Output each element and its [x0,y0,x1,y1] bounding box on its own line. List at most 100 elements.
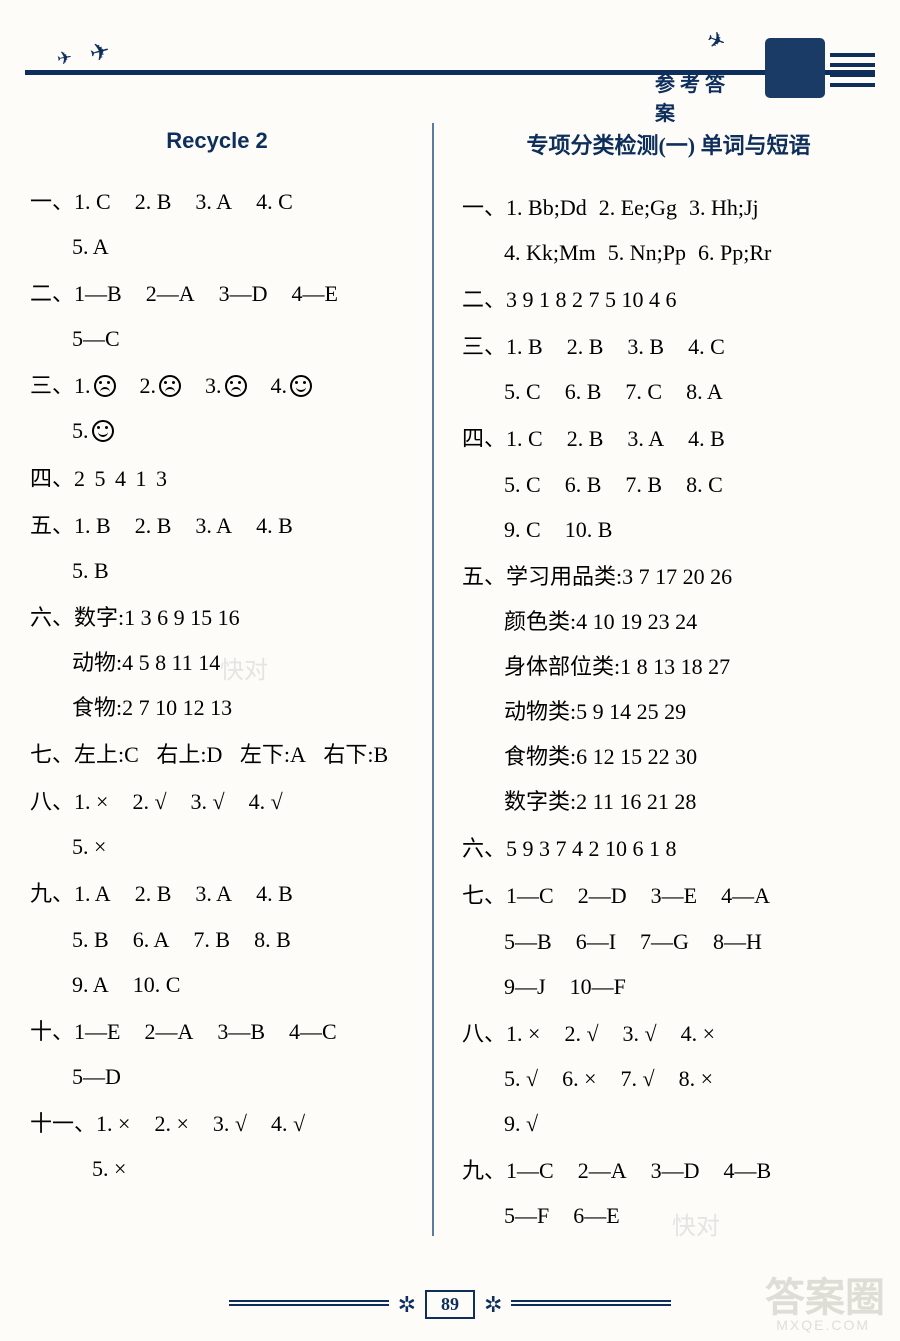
answer-item: 5. C [504,462,541,507]
answer-item: 8. A [686,369,723,414]
answer-item: 6. B [565,369,602,414]
answer-item: 2 5 4 1 3 [74,466,169,491]
answer-group: 十一、1. ×2. ×3. √4. √ 5. × [30,1101,404,1191]
answer-line: 动物类:5 9 14 25 29 [462,689,875,734]
smile-icon [92,420,114,442]
smile-icon [290,375,312,397]
pos-label: 左下: [240,742,290,767]
page: ✈ ✈ ✈ 参考答案 Recycle 2 一、1. C2. B3. A4. C … [0,0,900,1341]
answer-item: 3. A [627,416,664,461]
answer-item: 4. C [688,324,725,369]
answer-item: 2. √ [564,1011,598,1056]
answer-line: 5. √6. ×7. √8. × [462,1056,875,1101]
question-label: 五、 [30,503,74,548]
answer-item: 7. B [193,917,230,962]
answer-item: 2. Ee;Gg [599,185,677,230]
answer-item: 6. × [562,1056,596,1101]
text: 4. [271,373,288,398]
category-label: 食物: [72,695,122,720]
question-label: 六、 [30,595,74,640]
answer-item: 2. √ [132,779,166,824]
frown-icon [159,375,181,397]
answer-item: 4. B [688,416,725,461]
answer-line: 5—B6—I7—G8—H [462,919,875,964]
answer-item: 10. C [133,962,181,1007]
question-label: 九、 [462,1148,506,1193]
answer-item: 5. × [72,824,106,869]
question-label: 二、 [30,271,74,316]
answer-item: 1 3 6 9 15 16 [124,605,240,630]
answer-item: 10—F [570,964,626,1009]
answer-line: 5—C [30,316,404,361]
question-label: 五、 [462,554,506,599]
answer-line: 5—F 6—E [462,1193,875,1238]
answer-item: 2. B [567,324,604,369]
answer-line: 十一、1. ×2. ×3. √4. √ [30,1101,404,1146]
answer-item: 2 11 16 21 28 [576,789,696,814]
answer-line: 5. [30,408,404,453]
answer-item: 5—F [504,1193,549,1238]
answer-group: 六、5 9 3 7 4 2 10 6 1 8 [462,826,875,871]
footer-line [229,1298,389,1312]
answer-item: 3. A [195,503,232,548]
answer-item: 6—E [573,1193,619,1238]
footer-line [511,1298,671,1312]
answer-item: 3. [205,363,247,408]
answer-item: 1 8 13 18 27 [620,654,730,679]
answer-item: 1—C [506,1148,554,1193]
answer-item: 4. B [256,871,293,916]
answer-line: 5. B6. A7. B8. B [30,917,404,962]
answer-item: 5. B [72,548,109,593]
answer-line: 9—J10—F [462,964,875,1009]
category-label: 颜色类: [504,609,576,634]
answer-item: 5. √ [504,1056,538,1101]
answer-group: 一、1. Bb;Dd2. Ee;Gg3. Hh;Jj 4. Kk;Mm5. Nn… [462,185,875,275]
plane-icon: ✈ [703,26,729,57]
answer-item: 5. × [92,1146,126,1191]
question-label: 九、 [30,871,74,916]
column-divider [432,123,434,1236]
answer-line: 动物:4 5 8 11 14 [30,640,404,685]
answer-item: 1—E [74,1009,120,1054]
watermark-icon: 快对 [672,1206,720,1241]
answer-item: 1—C [506,873,554,918]
answer-group: 三、1. B2. B3. B4. C 5. C6. B7. C8. A [462,324,875,414]
answer-item: 6—I [576,919,616,964]
answer-item: 9. C [504,507,541,552]
answer-item: 2. B [135,179,172,224]
question-label: 十、 [30,1009,74,1054]
text: 5. [72,418,89,443]
answer-line: 四、1. C2. B3. A4. B [462,416,875,461]
answer-group: 八、1. ×2. √3. √4. × 5. √6. ×7. √8. × 9. √ [462,1011,875,1146]
answer-group: 十、1—E2—A3—B4—C 5—D [30,1009,404,1099]
answer-group: 二、3 9 1 8 2 7 5 10 4 6 [462,277,875,322]
answer-item: 3. A [195,179,232,224]
question-label: 三、 [462,324,506,369]
answer-line: 5. A [30,224,404,269]
answer-line: 食物:2 7 10 12 13 [30,685,404,730]
answer-line: 4. Kk;Mm5. Nn;Pp6. Pp;Rr [462,230,875,275]
answer-item: 1. × [74,779,108,824]
watermark-icon: 快对 [220,650,268,685]
answer-item: 4 10 19 23 24 [576,609,697,634]
answer-group: 一、1. C2. B3. A4. C 5. A [30,179,404,269]
category-label: 动物类: [504,699,576,724]
answer-item: 2. [140,363,182,408]
answer-item: 4. × [681,1011,715,1056]
bird-icon: ✈ [55,47,74,70]
answer-item: 4—C [289,1009,337,1054]
answer-item: 4. [271,363,313,408]
answer-group: 七、左上:C 右上:D 左下:A 右下:B [30,732,404,777]
category-label: 学习用品类: [506,564,622,589]
answer-item: 3—D [651,1148,700,1193]
answer-line: 三、1.2.3.4. [30,363,404,408]
answer-item: 6. A [133,917,170,962]
answer-item: 3. √ [623,1011,657,1056]
answer-item: 4—E [291,271,337,316]
stripes-icon [830,53,875,93]
answer-group: 六、数字:1 3 6 9 15 16 动物:4 5 8 11 14 食物:2 7… [30,595,404,730]
answer-item: 2—D [578,873,627,918]
answer-item: 5. B [72,917,109,962]
answer-item: 4. Kk;Mm [504,230,596,275]
question-label: 八、 [462,1011,506,1056]
